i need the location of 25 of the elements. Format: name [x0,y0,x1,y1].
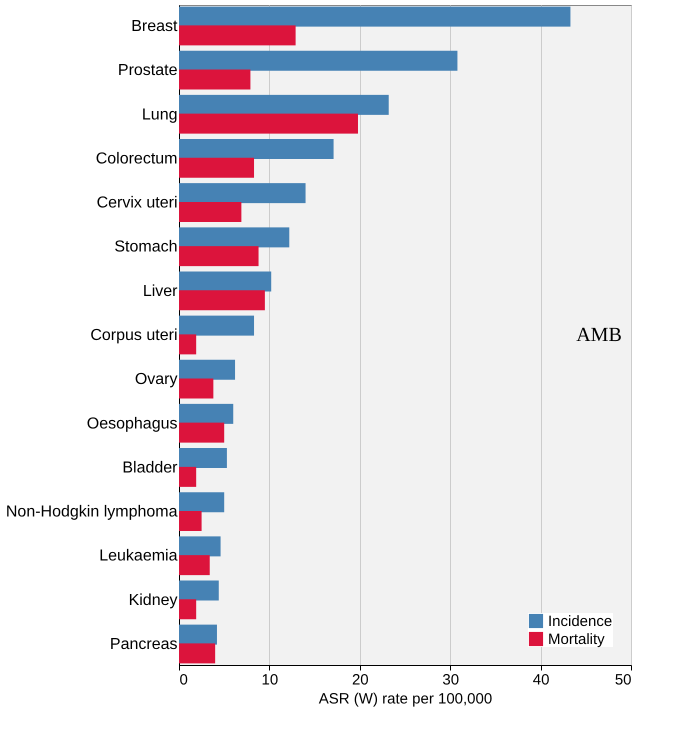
x-tick-label: 10 [262,672,278,688]
x-tick-label: 20 [352,672,369,688]
x-axis-title: ASR (W) rate per 100,000 [318,690,492,708]
y-tick-label: Leukaemia [99,548,178,565]
y-tick-label: Bladder [122,459,178,476]
annotation: AMB [576,324,622,346]
x-tick-label: 30 [442,672,460,688]
y-tick-label: Cervix uteri [96,194,178,212]
y-tick-label: Kidney [128,592,178,609]
y-tick-label: Breast [131,18,178,35]
x-tick-label: 40 [532,672,550,688]
legend-label: Incidence [548,613,612,630]
y-tick-label: Corpus uteri [90,327,178,344]
y-tick-label: Pancreas [110,636,178,654]
legend-label: Mortality [548,631,606,648]
x-tick-label: 50 [614,672,632,688]
x-tick-label: 0 [180,672,188,688]
y-tick-label: Colorectum [96,150,178,168]
y-tick-label: Ovary [134,371,178,388]
y-tick-label: Lung [142,106,178,124]
y-tick-label: Non-Hodgkin lymphoma [6,504,178,521]
y-tick-label: Oesophagus [86,415,178,432]
y-tick-label: Liver [142,282,178,300]
y-tick-label: Prostate [118,62,178,80]
y-tick-label: Stomach [114,238,178,256]
